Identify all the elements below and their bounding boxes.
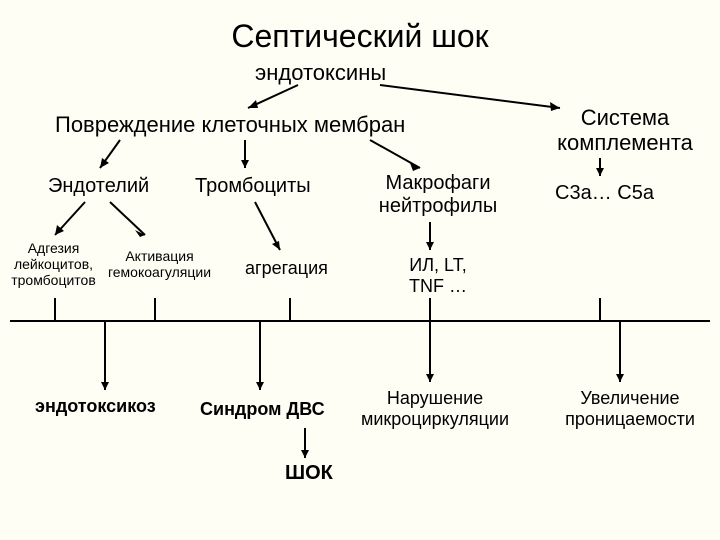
node-membrane-damage: Повреждение клеточных мембран (55, 112, 405, 137)
node-endotoxicosis: эндотоксикоз (35, 396, 156, 417)
node-adhesion: Адгезия лейкоцитов, тромбоцитов (6, 240, 101, 288)
node-microcirculation: Нарушение микроциркуляции (355, 388, 515, 429)
node-macrophages: Макрофаги нейтрофилы (378, 172, 498, 218)
node-complement: Система комплемента (545, 105, 705, 156)
node-dic: Синдром ДВС (200, 399, 325, 420)
node-endotoxins: эндотоксины (255, 60, 386, 85)
node-aggregation: агрегация (245, 258, 328, 279)
node-activation: Активация гемокоагуляции (102, 248, 217, 280)
node-il-lt-tnf: ИЛ, LT, TNF … (398, 255, 478, 296)
node-permeability: Увеличение проницаемости (555, 388, 705, 429)
node-thrombocytes: Тромбоциты (195, 175, 311, 198)
diagram-title: Септический шок (231, 18, 488, 55)
node-shock: ШОК (285, 462, 333, 485)
node-c3a-c5a: C3a… C5а (555, 182, 654, 205)
divider-line (10, 320, 710, 322)
node-endothelium: Эндотелий (48, 175, 149, 198)
